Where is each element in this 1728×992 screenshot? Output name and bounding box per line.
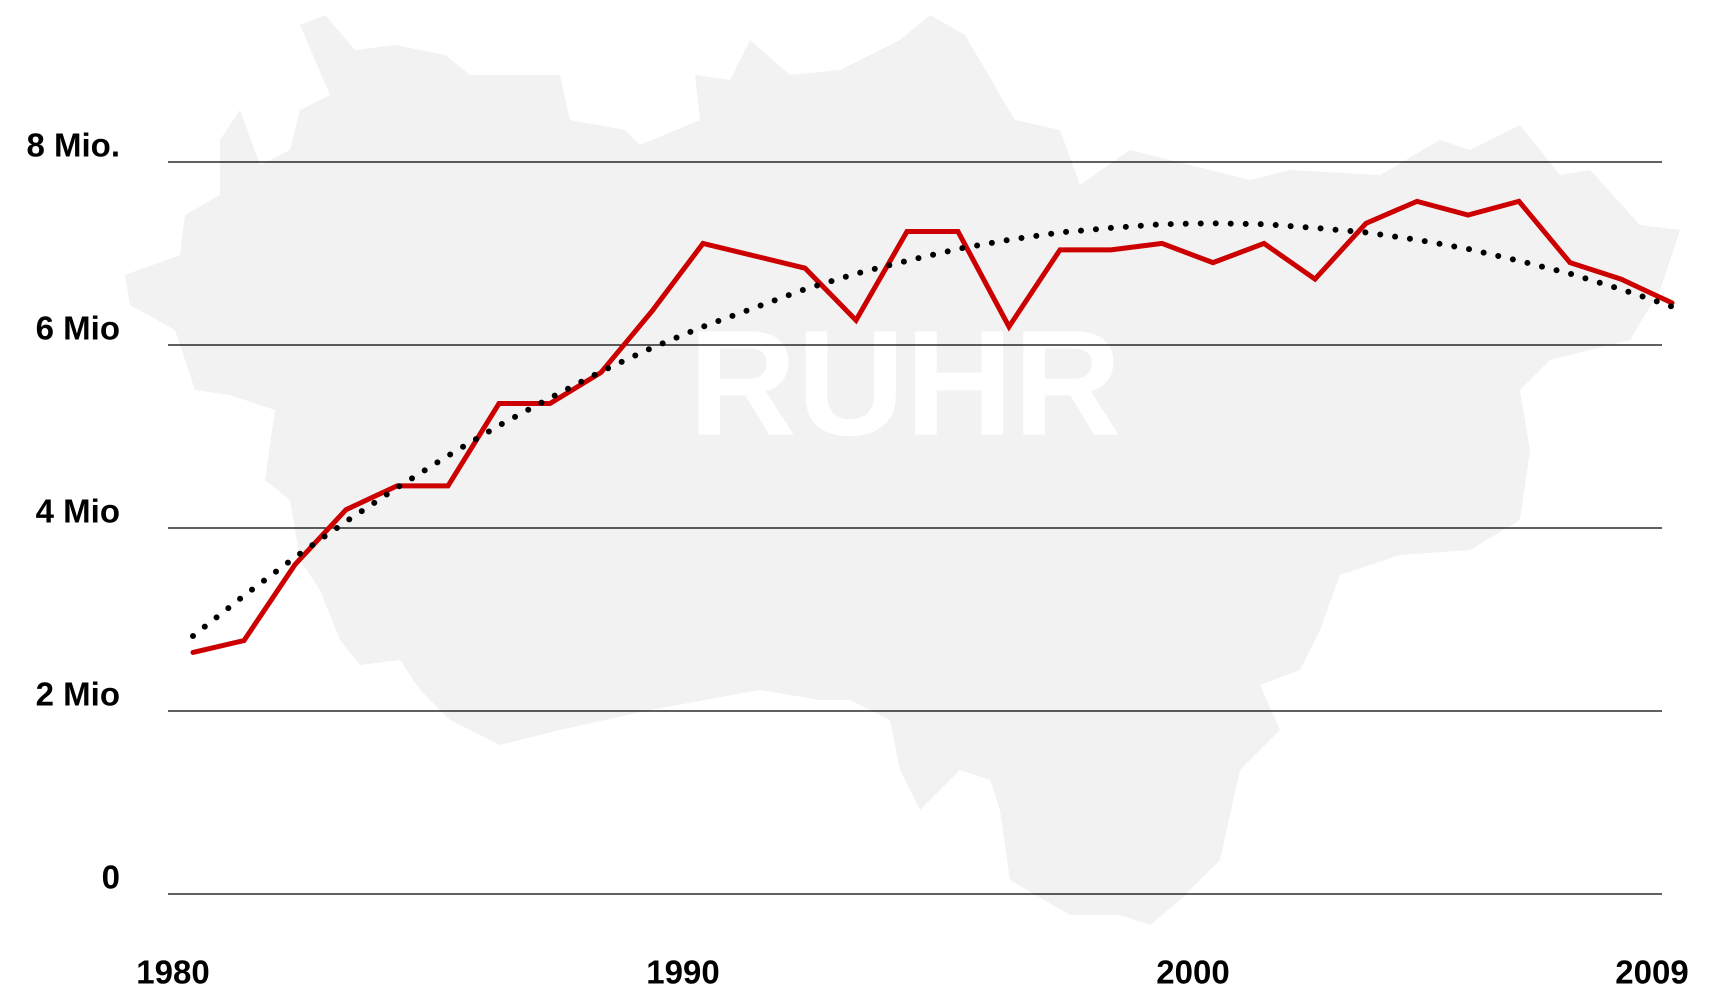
watermark: RUHR bbox=[688, 299, 1121, 467]
region-map bbox=[125, 15, 1680, 925]
x-tick-label: 2000 bbox=[1156, 954, 1229, 991]
x-tick-label: 1990 bbox=[646, 954, 719, 991]
data-line bbox=[190, 198, 1675, 655]
x-tick-label: 1980 bbox=[136, 954, 209, 991]
y-tick-label: 2 Mio bbox=[36, 676, 120, 713]
y-tick-label: 8 Mio. bbox=[26, 127, 120, 164]
y-tick-label: 6 Mio bbox=[36, 310, 120, 347]
y-tick-label: 4 Mio bbox=[36, 493, 120, 530]
y-tick-label: 0 bbox=[102, 859, 120, 896]
x-tick-label: 2009 bbox=[1615, 954, 1688, 991]
